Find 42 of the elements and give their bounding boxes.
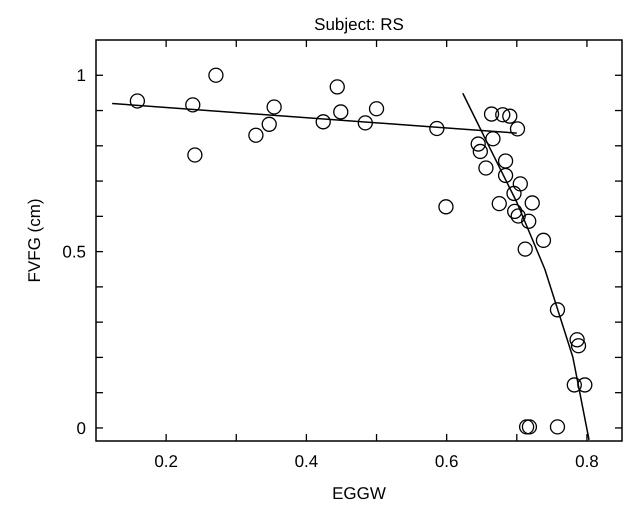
point — [492, 196, 507, 212]
point — [266, 99, 282, 115]
point — [510, 121, 526, 137]
point — [187, 147, 203, 163]
point — [522, 419, 538, 435]
point — [262, 116, 277, 132]
point — [438, 199, 454, 214]
point — [502, 108, 518, 124]
point — [429, 120, 444, 136]
point — [316, 114, 331, 130]
point — [570, 338, 586, 354]
x-axis-title: EGGW — [332, 484, 386, 503]
point — [368, 101, 384, 116]
point — [472, 144, 488, 160]
point — [506, 186, 522, 202]
chart-title: Subject: RS — [314, 15, 404, 34]
x-tick-label: 0.8 — [575, 452, 599, 471]
point — [521, 214, 536, 229]
point — [518, 241, 533, 257]
point — [550, 302, 566, 318]
point — [358, 115, 373, 131]
point — [248, 128, 264, 143]
y-tick-label: 0.5 — [62, 242, 86, 262]
point — [524, 195, 540, 211]
y-axis-title: FVFG (cm) — [25, 198, 44, 283]
point — [333, 104, 348, 120]
point — [550, 419, 566, 435]
point — [130, 93, 146, 109]
y-tick-label: 0 — [76, 418, 86, 438]
point — [498, 168, 514, 184]
point — [478, 160, 494, 176]
point — [498, 153, 514, 169]
point — [185, 97, 200, 113]
point — [330, 79, 345, 95]
point — [536, 232, 552, 248]
point — [577, 377, 592, 393]
point — [485, 131, 501, 146]
x-tick-label: 0.6 — [434, 452, 458, 471]
y-tick-label: 1 — [76, 66, 86, 86]
x-tick-label: 0.4 — [294, 452, 318, 471]
x-tick-label: 0.2 — [154, 452, 178, 471]
point — [208, 68, 224, 83]
